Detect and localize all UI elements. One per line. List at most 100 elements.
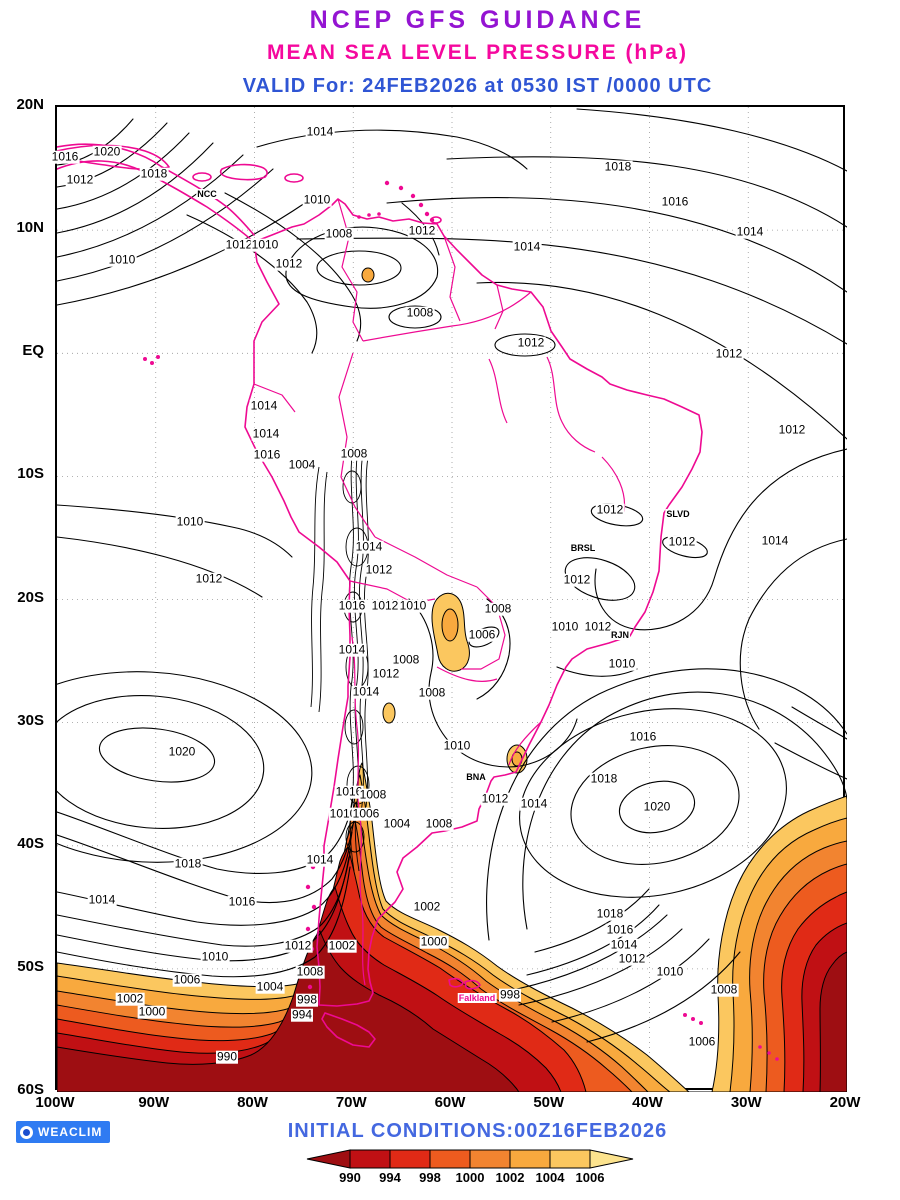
isobar-label: 1014 <box>337 642 367 657</box>
lon-label: 60W <box>434 1094 466 1111</box>
isobar-label: 1010 <box>200 949 230 964</box>
isobar-label: 1006 <box>467 627 497 642</box>
weaclim-ring-icon <box>20 1125 33 1139</box>
lat-label: 20N <box>16 96 44 113</box>
isobar-label: 1020 <box>167 744 197 759</box>
isobar-label: 1012 <box>407 223 437 238</box>
isobar-label: 1012 <box>516 335 546 350</box>
isobar-label: 1012 <box>667 534 697 549</box>
isobar-label: 1010 <box>398 598 428 613</box>
lon-label: 20W <box>829 1094 861 1111</box>
island-dots <box>143 180 779 1061</box>
isobar-label: 1008 <box>483 601 513 616</box>
isobar-label: 1020 <box>642 799 672 814</box>
pressure-fill-regions <box>57 267 847 1092</box>
place-label: BRSL <box>569 543 597 553</box>
isobar-label: 1016 <box>628 729 658 744</box>
valid-time-line: VALID For: 24FEB2026 at 0530 IST /0000 U… <box>242 75 713 97</box>
isobar-label: 1014 <box>249 398 279 413</box>
latitude-axis: 20N 10N EQ 10S 20S 30S 40S 50S 60S <box>0 96 48 1098</box>
isobar-label: 1014 <box>735 224 765 239</box>
isobar-label: 1008 <box>391 652 421 667</box>
isobar-label: 1014 <box>351 684 381 699</box>
isobar-label: 1016 <box>252 447 282 462</box>
lat-label: 30S <box>17 711 44 729</box>
lat-label: 40S <box>17 834 44 852</box>
place-label: NCC <box>196 189 218 199</box>
isobar-label: 1012 <box>283 938 313 953</box>
isobar-label: 1014 <box>760 533 790 548</box>
isobar-label: 1014 <box>354 539 384 554</box>
isobar-label: 1012 <box>480 791 510 806</box>
isobar-label: 1008 <box>358 787 388 802</box>
isobar-label: 1018 <box>173 856 203 871</box>
legend-value: 1006 <box>575 1170 605 1185</box>
isobar-label: 1010 <box>655 964 685 979</box>
isobar-label: 1012 <box>370 598 400 613</box>
isobar-label: 1012 <box>617 951 647 966</box>
isobar-label: 1014 <box>251 426 281 441</box>
isobar-labels-layer: 1020 1016 1012 1018 1014 1018 1016 1014 1010 1012… <box>50 107 847 1092</box>
isobar-label: 998 <box>295 992 319 1007</box>
lat-label: 20S <box>17 588 44 606</box>
isobar-label: 1012 <box>562 572 592 587</box>
isobar-label: 1014 <box>512 239 542 254</box>
lat-label: 60S <box>17 1081 44 1098</box>
isobar-label: 1012 <box>364 562 394 577</box>
lon-label: 90W <box>138 1094 170 1111</box>
isobar-label: 1018 <box>603 159 633 174</box>
isobar-label: 1010 <box>442 738 472 753</box>
lat-label: 10N <box>16 219 44 237</box>
isobar-label: 1018 <box>595 906 625 921</box>
legend-value: 990 <box>339 1170 361 1185</box>
isobar-label: 1002 <box>327 938 357 953</box>
legend-value: 998 <box>419 1170 441 1185</box>
isobar-label: 1012 <box>714 346 744 361</box>
isobar-label: 1016 <box>660 194 690 209</box>
legend-value-row: 990 994 998 1000 1002 1004 1006 <box>305 1170 635 1186</box>
isobar-label: 1016 <box>50 149 80 164</box>
longitude-axis: 100W 90W 80W 70W 60W 50W 40W 30W 20W <box>35 1094 860 1114</box>
legend-value: 1004 <box>535 1170 565 1185</box>
isobar-label: 994 <box>290 1007 314 1022</box>
lon-label: 40W <box>632 1094 663 1111</box>
isobar-label: 1004 <box>255 979 285 994</box>
isobar-contours <box>57 108 847 1043</box>
isobar-label: 1012 <box>274 256 304 271</box>
isobar-label: 1016 <box>227 894 257 909</box>
page-title: NCEP GFS GUIDANCE <box>309 6 646 34</box>
isobar-label: 1012 <box>371 666 401 681</box>
lon-label: 30W <box>730 1094 762 1111</box>
isobar-label: 1016 <box>337 598 367 613</box>
isobar-label: 998 <box>498 987 522 1002</box>
isobar-label: 1012 <box>65 172 95 187</box>
isobar-label: 1010 <box>607 656 637 671</box>
place-label: Falkland <box>457 993 497 1003</box>
isobar-label: 1002 <box>115 991 145 1006</box>
initial-conditions-line: INITIAL CONDITIONS:00Z16FEB2026 <box>287 1120 668 1142</box>
isobar-label: 1008 <box>324 226 354 241</box>
isobar-label: 1010 <box>550 619 580 634</box>
isobar-label: 1010 <box>175 514 205 529</box>
legend-colorbar <box>306 1149 634 1169</box>
isobar-label: 1004 <box>382 816 412 831</box>
isobar-label: 1012 <box>224 237 254 252</box>
isobar-label: 1008 <box>295 964 325 979</box>
isobar-label: 1014 <box>305 124 335 139</box>
isobar-label: 1006 <box>351 806 381 821</box>
isobar-label: 1008 <box>405 305 435 320</box>
isobar-label: 1018 <box>139 166 169 181</box>
place-label: RJN <box>609 630 631 640</box>
isobar-label: 1012 <box>194 571 224 586</box>
isobar-label: 1010 <box>250 237 280 252</box>
field-subtitle: MEAN SEA LEVEL PRESSURE (hPa) <box>267 41 688 64</box>
isobar-label: 1014 <box>87 892 117 907</box>
isobar-label: 1012 <box>595 502 625 517</box>
isobar-label: 1010 <box>302 192 332 207</box>
lat-label: 10S <box>17 465 44 483</box>
isobar-label: 1008 <box>424 816 454 831</box>
legend-value: 994 <box>379 1170 401 1185</box>
weaclim-logo-text: WEACLIM <box>38 1125 103 1139</box>
lon-label: 100W <box>35 1094 75 1111</box>
place-label: BNA <box>465 772 487 782</box>
